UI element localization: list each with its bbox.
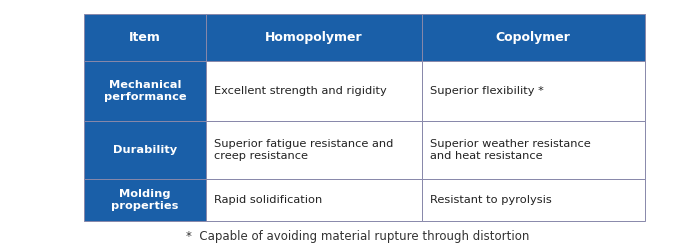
Bar [206,179,422,221]
Bar [206,14,422,61]
Bar [206,121,422,179]
Text: *  Capable of avoiding material rupture through distortion: * Capable of avoiding material rupture t… [186,230,529,243]
Text: Durability: Durability [113,145,177,155]
Text: Resistant to pyrolysis: Resistant to pyrolysis [430,195,551,205]
Text: Mechanical
performance: Mechanical performance [104,80,186,102]
Text: Superior fatigue resistance and
creep resistance: Superior fatigue resistance and creep re… [214,139,394,161]
Bar [206,61,422,121]
Bar [422,121,645,179]
Bar [84,121,206,179]
Text: Molding
properties: Molding properties [111,189,179,211]
Text: Superior weather resistance
and heat resistance: Superior weather resistance and heat res… [430,139,591,161]
Text: Rapid solidification: Rapid solidification [214,195,322,205]
Text: Item: Item [129,31,161,44]
Bar [422,179,645,221]
Text: Excellent strength and rigidity: Excellent strength and rigidity [214,86,387,96]
Text: Homopolymer: Homopolymer [265,31,362,44]
Text: Superior flexibility *: Superior flexibility * [430,86,544,96]
Bar [422,61,645,121]
Bar [84,61,206,121]
Bar [422,14,645,61]
Text: Copolymer: Copolymer [496,31,570,44]
Bar [84,179,206,221]
Bar [84,14,206,61]
